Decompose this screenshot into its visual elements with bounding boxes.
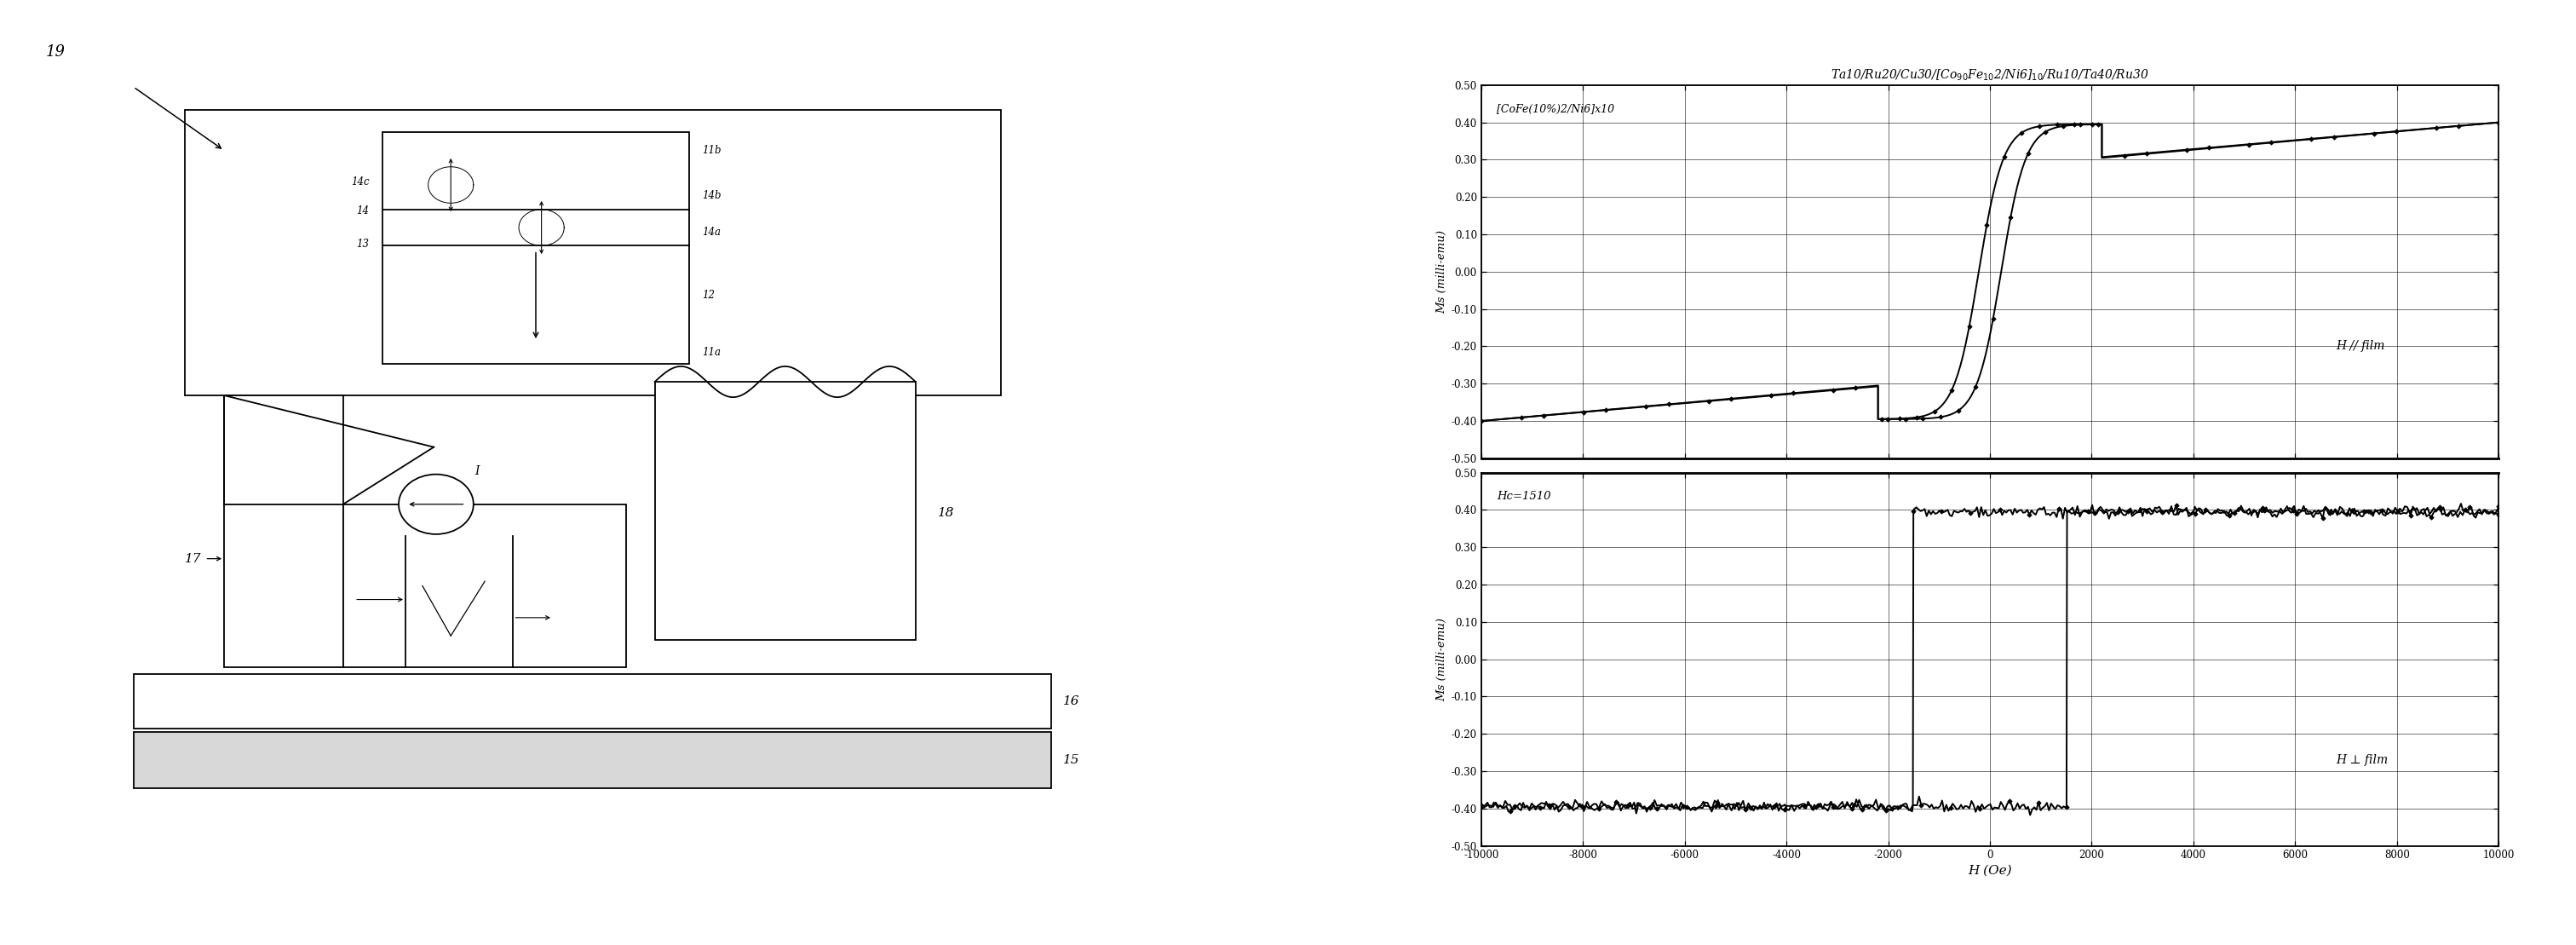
Y-axis label: Ms (milli-emu): Ms (milli-emu) <box>1437 230 1448 314</box>
Text: H // film: H // film <box>2336 340 2385 352</box>
Text: 15: 15 <box>1064 754 1079 766</box>
Y-axis label: Ms (milli-emu): Ms (milli-emu) <box>1437 617 1448 701</box>
Text: 14c: 14c <box>350 177 368 188</box>
Text: 12: 12 <box>703 290 716 301</box>
Text: 16: 16 <box>1064 696 1079 707</box>
Text: [CoFe(10%)2/Ni6]x10: [CoFe(10%)2/Ni6]x10 <box>1497 104 1615 115</box>
Text: 14: 14 <box>355 206 368 216</box>
Text: H ⊥ film: H ⊥ film <box>2336 754 2388 765</box>
Bar <box>224 395 343 667</box>
Bar <box>134 674 1051 729</box>
Text: 18: 18 <box>938 507 956 520</box>
Text: Hc=1510: Hc=1510 <box>1497 491 1551 503</box>
Text: 14a: 14a <box>703 227 721 237</box>
Text: I: I <box>474 465 479 477</box>
Bar <box>343 505 626 667</box>
Bar <box>384 132 688 364</box>
Circle shape <box>399 474 474 534</box>
Bar <box>654 382 914 641</box>
Text: 19: 19 <box>46 44 67 60</box>
X-axis label: H (Oe): H (Oe) <box>1968 865 2012 876</box>
Bar <box>134 732 1051 788</box>
Text: 11a: 11a <box>703 347 721 358</box>
Text: 17: 17 <box>185 553 201 565</box>
Bar <box>185 110 999 395</box>
Text: 11b: 11b <box>703 145 721 156</box>
Title: Ta10/Ru20/Cu30/[Co$_{90}$Fe$_{10}$2/Ni6]$_{10}$/Ru10/Ta40/Ru30: Ta10/Ru20/Cu30/[Co$_{90}$Fe$_{10}$2/Ni6]… <box>1832 68 2148 83</box>
Text: 13: 13 <box>355 238 368 249</box>
Text: 14b: 14b <box>703 190 721 201</box>
